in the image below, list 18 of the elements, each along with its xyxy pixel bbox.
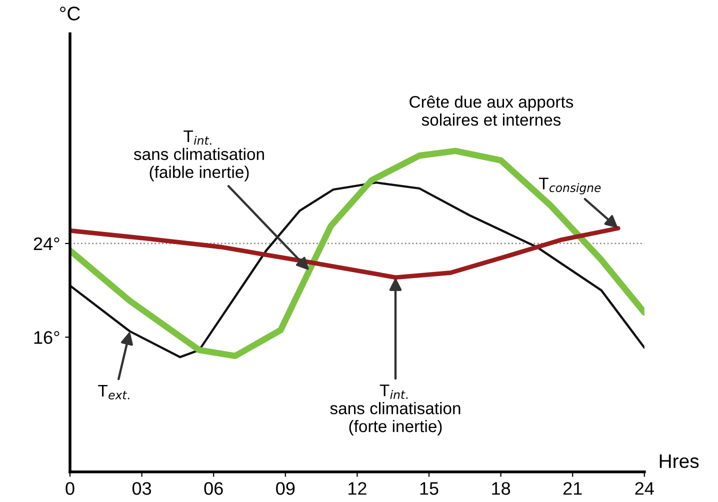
y-axis-title: °C xyxy=(60,6,80,20)
x-tick-label: 0 xyxy=(66,482,74,495)
annotation: T$_{consigne}$ xyxy=(539,178,601,194)
x-tick-label: 21 xyxy=(563,482,582,495)
x-tick-label: 12 xyxy=(348,482,366,495)
y-tick-label: 24° xyxy=(34,237,60,250)
annotation: T$_{int.}$ sans climatisation (faible inertie) xyxy=(134,130,264,182)
y-tick-label: 16° xyxy=(34,331,60,344)
x-axis-title: Hres xyxy=(660,454,699,468)
x-tick-label: 15 xyxy=(420,482,438,495)
annotation: T$_{int.}$ sans climatisation (forte inertie) xyxy=(330,384,460,436)
x-tick-label: 18 xyxy=(492,482,510,495)
x-tick-label: 24 xyxy=(635,482,654,495)
x-tick-label: 03 xyxy=(132,482,152,495)
x-tick-label: 06 xyxy=(204,482,223,495)
annotation: T$_{ext.}$ xyxy=(98,385,130,400)
x-tick-label: 09 xyxy=(276,482,295,495)
annotation: Crête due aux apports solaires et internes xyxy=(410,96,574,126)
